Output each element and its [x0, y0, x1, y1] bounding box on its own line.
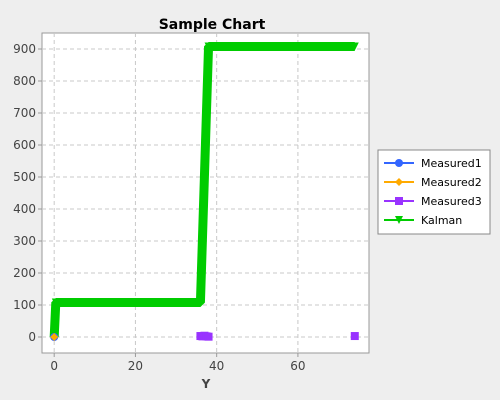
- x-axis-title: Y: [201, 377, 211, 391]
- y-tick-label: 700: [13, 106, 36, 120]
- legend-label: Measured1: [421, 157, 482, 170]
- measured3-point: [204, 332, 213, 341]
- kalman-point: [350, 42, 359, 51]
- series-measured2: [50, 333, 59, 341]
- x-tick-label: 0: [50, 359, 58, 373]
- y-tick-label: 400: [13, 202, 36, 216]
- x-tick-label: 60: [290, 359, 305, 373]
- measured2-point: [50, 333, 59, 341]
- legend-label: Measured2: [421, 176, 482, 189]
- legend-swatch-marker: [395, 178, 403, 186]
- chart-title: Sample Chart: [159, 17, 266, 33]
- legend-item-measured1: Measured1: [384, 157, 482, 170]
- x-tick-label: 20: [128, 359, 143, 373]
- legend-swatch-marker: [395, 216, 403, 224]
- kalman-point: [51, 298, 60, 307]
- legend: Measured1 Measured2 Measured3 Kalman: [377, 149, 491, 235]
- y-tick-label: 600: [13, 138, 36, 152]
- y-tick-label: 200: [13, 266, 36, 280]
- y-tick-label: 900: [13, 42, 36, 56]
- legend-label: Kalman: [421, 214, 462, 227]
- legend-label: Measured3: [421, 195, 482, 208]
- legend-item-measured3: Measured3: [384, 195, 482, 208]
- measured3-point: [350, 332, 359, 341]
- legend-swatch-marker: [395, 159, 403, 167]
- series-measured3: [196, 331, 359, 341]
- y-tick-label: 300: [13, 234, 36, 248]
- data-series: [49, 41, 359, 341]
- legend-swatch-marker: [395, 197, 403, 205]
- y-tick-label: 800: [13, 74, 36, 88]
- y-tick-label: 500: [13, 170, 36, 184]
- legend-item-measured2: Measured2: [384, 176, 482, 189]
- axis-ticks: 0 100 200 300 400 500 600 700 800 900 0 20 40 60: [13, 42, 305, 373]
- kalman-point: [204, 42, 213, 51]
- legend-item-kalman: Kalman: [384, 214, 462, 227]
- y-tick-label: 0: [28, 330, 36, 344]
- y-tick-label: 100: [13, 298, 36, 312]
- x-tick-label: 40: [209, 359, 224, 373]
- kalman-point: [196, 298, 205, 307]
